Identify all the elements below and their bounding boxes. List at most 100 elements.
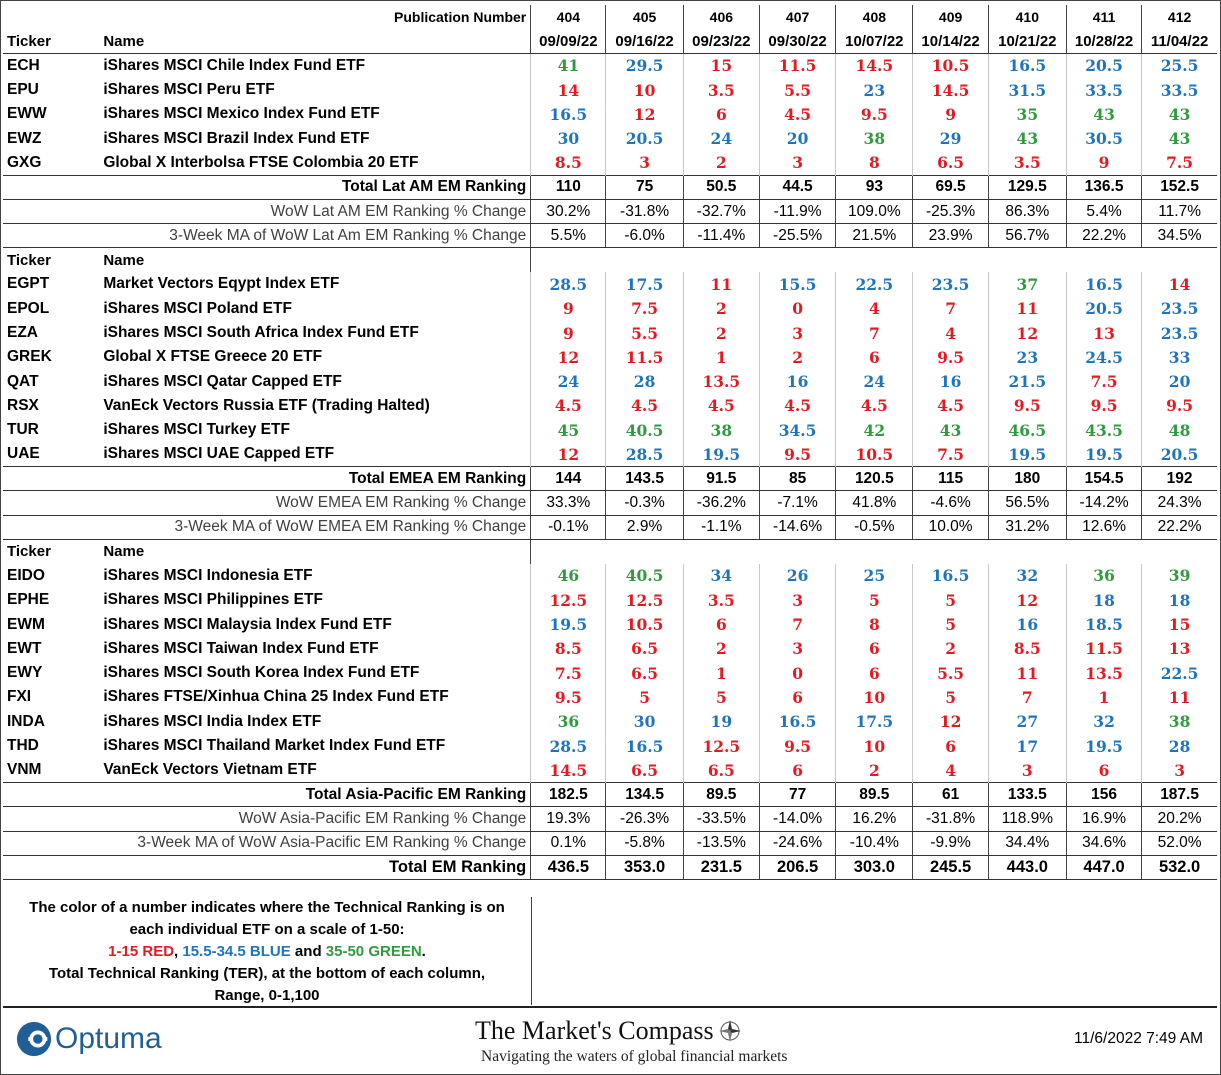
- ranking-cell: 43.5: [1065, 418, 1142, 443]
- ranking-cell: 6.5: [605, 758, 684, 783]
- ranking-cell: 6: [912, 733, 989, 759]
- ranking-cell: 20.5: [1065, 296, 1142, 321]
- ticker-cell: EPU: [7, 81, 39, 99]
- grand-total-row: Total EM Ranking 436.5 353.0 231.5 206.5 303.…: [3, 854, 1217, 881]
- etf-name-cell: iShares MSCI Malaysia Index Fund ETF: [103, 615, 392, 633]
- ranking-cell: 7.5: [605, 296, 684, 321]
- ticker-cell: EZA: [7, 324, 38, 341]
- ranking-cell: 6: [835, 661, 913, 686]
- legend-line-1: The color of a number indicates where th…: [29, 899, 505, 916]
- wow-change-row-value: -0.3%: [605, 490, 684, 516]
- grand-total-value: 447.0: [1065, 854, 1142, 881]
- section-header-spacer: [530, 539, 1217, 564]
- section-total-row-value: 85: [758, 466, 836, 492]
- ranking-cell: 17.5: [835, 709, 913, 734]
- etf-row: EPU iShares MSCI Peru ETF 14 10 3.5 5.5 23 14.5…: [3, 77, 1217, 103]
- ranking-cell: 34: [682, 563, 760, 589]
- date-header: 09/16/22: [605, 29, 684, 55]
- ranking-cell: 7.5: [530, 661, 606, 686]
- ranking-cell: 33.5: [1141, 77, 1217, 103]
- ranking-cell: 22.5: [835, 272, 913, 297]
- wow-change-row-value: 19.3%: [530, 806, 606, 832]
- section-total-row-value: 152.5: [1141, 174, 1217, 200]
- three-week-ma-row-value: 34.5%: [1141, 223, 1217, 249]
- date-header: 11/04/22: [1141, 29, 1217, 55]
- ranking-cell: 17.5: [605, 272, 684, 297]
- ticker-cell: GREK: [7, 348, 52, 366]
- etf-name-cell: iShares MSCI South Korea Index Fund ETF: [103, 664, 420, 682]
- etf-row: EZA iShares MSCI South Africa Index Fund …: [3, 320, 1217, 346]
- grand-total-value: 436.5: [530, 854, 606, 881]
- wow-change-row-label: WoW Lat AM EM Ranking % Change: [3, 199, 531, 225]
- optuma-logo-text: Optuma: [55, 1022, 162, 1055]
- section-total-row-value: 91.5: [682, 466, 760, 492]
- wow-change-row-label: WoW Asia-Pacific EM Ranking % Change: [3, 806, 531, 832]
- three-week-ma-row-value: 52.0%: [1141, 831, 1217, 856]
- name-header: Name: [103, 543, 145, 561]
- three-week-ma-row-value: -13.5%: [682, 831, 760, 856]
- three-week-ma-row-value: -25.5%: [758, 223, 836, 249]
- three-week-ma-row-label: 3-Week MA of WoW Lat Am EM Ranking % Cha…: [3, 223, 531, 249]
- ranking-cell: 6.5: [912, 150, 989, 176]
- ranking-cell: 19: [682, 709, 760, 734]
- three-week-ma-row-value: 22.2%: [1141, 515, 1217, 541]
- ranking-cell: 28.5: [530, 733, 606, 759]
- ranking-cell: 2: [682, 636, 760, 662]
- section-total-row-label: Total EMEA EM Ranking: [3, 466, 531, 492]
- section-total-row-value: 192: [1141, 466, 1217, 492]
- etf-row: EWT iShares MSCI Taiwan Index Fund ETF 8.5…: [3, 636, 1217, 662]
- ranking-cell: 4: [912, 320, 989, 346]
- ranking-cell: 16.5: [605, 733, 684, 759]
- ranking-cell: 42: [835, 418, 913, 443]
- etf-name-cell: Global X Interbolsa FTSE Colombia 20 ETF: [103, 153, 419, 171]
- ranking-cell: 11.5: [758, 53, 836, 78]
- etf-name-cell: iShares MSCI Indonesia ETF: [103, 566, 313, 584]
- ranking-cell: 3: [605, 150, 684, 176]
- ranking-cell: 9: [530, 296, 606, 321]
- ranking-cell: 12: [912, 709, 989, 734]
- date-header: 09/23/22: [682, 29, 760, 55]
- three-week-ma-row-value: -11.4%: [682, 223, 760, 249]
- ranking-cell: 10.5: [835, 442, 913, 467]
- legend-line-3: 1-15 RED, 15.5-34.5 BLUE and 35-50 GREEN…: [3, 941, 531, 963]
- section-header-row: Ticker Name: [3, 247, 1217, 273]
- ranking-cell: 1: [1065, 685, 1142, 710]
- ranking-cell: 10.5: [605, 612, 684, 637]
- ranking-cell: 14: [1141, 272, 1217, 297]
- ranking-cell: 3: [987, 758, 1067, 783]
- etf-name-cell: iShares MSCI Turkey ETF: [103, 421, 290, 439]
- section-total-row-value: 134.5: [605, 781, 684, 808]
- ticker-cell: QAT: [7, 372, 39, 390]
- ranking-cell: 3: [758, 636, 836, 662]
- ranking-cell: 12: [987, 320, 1067, 346]
- section-total-row: Total Lat AM EM Ranking 110 75 50.5 44.5 93 69…: [3, 174, 1217, 200]
- ticker-cell: EPOL: [7, 299, 50, 317]
- section-total-row-value: 120.5: [835, 466, 913, 492]
- ranking-cell: 31.5: [987, 77, 1067, 103]
- date-header: 10/21/22: [987, 29, 1067, 55]
- section-total-row-value: 110: [530, 174, 606, 200]
- ranking-cell: 8.5: [987, 636, 1067, 662]
- ticker-cell: EIDO: [7, 566, 45, 584]
- ranking-cell: 3: [1141, 758, 1217, 783]
- ticker-cell: THD: [7, 737, 39, 755]
- ranking-cell: 19.5: [1065, 733, 1142, 759]
- ranking-cell: 20.5: [1065, 53, 1142, 78]
- ranking-cell: 3.5: [682, 77, 760, 103]
- ranking-cell: 7.5: [1141, 150, 1217, 176]
- ranking-cell: 11: [682, 272, 760, 297]
- wow-change-row-value: 33.3%: [530, 490, 606, 516]
- ranking-cell: 37: [987, 272, 1067, 297]
- ranking-cell: 0: [758, 661, 836, 686]
- ranking-cell: 12: [530, 345, 606, 370]
- etf-row: EWW iShares MSCI Mexico Index Fund ETF 16.…: [3, 102, 1217, 127]
- grand-total-value: 443.0: [987, 854, 1067, 881]
- wow-change-row: WoW Asia-Pacific EM Ranking % Change 19.3…: [3, 806, 1217, 832]
- ticker-cell: EPHE: [7, 591, 50, 609]
- section-header-spacer: [530, 247, 1217, 273]
- ranking-cell: 26: [758, 563, 836, 589]
- ranking-cell: 6: [835, 345, 913, 370]
- ranking-cell: 16: [758, 369, 836, 394]
- publication-number: 410: [987, 5, 1067, 30]
- date-header: 10/14/22: [912, 29, 989, 55]
